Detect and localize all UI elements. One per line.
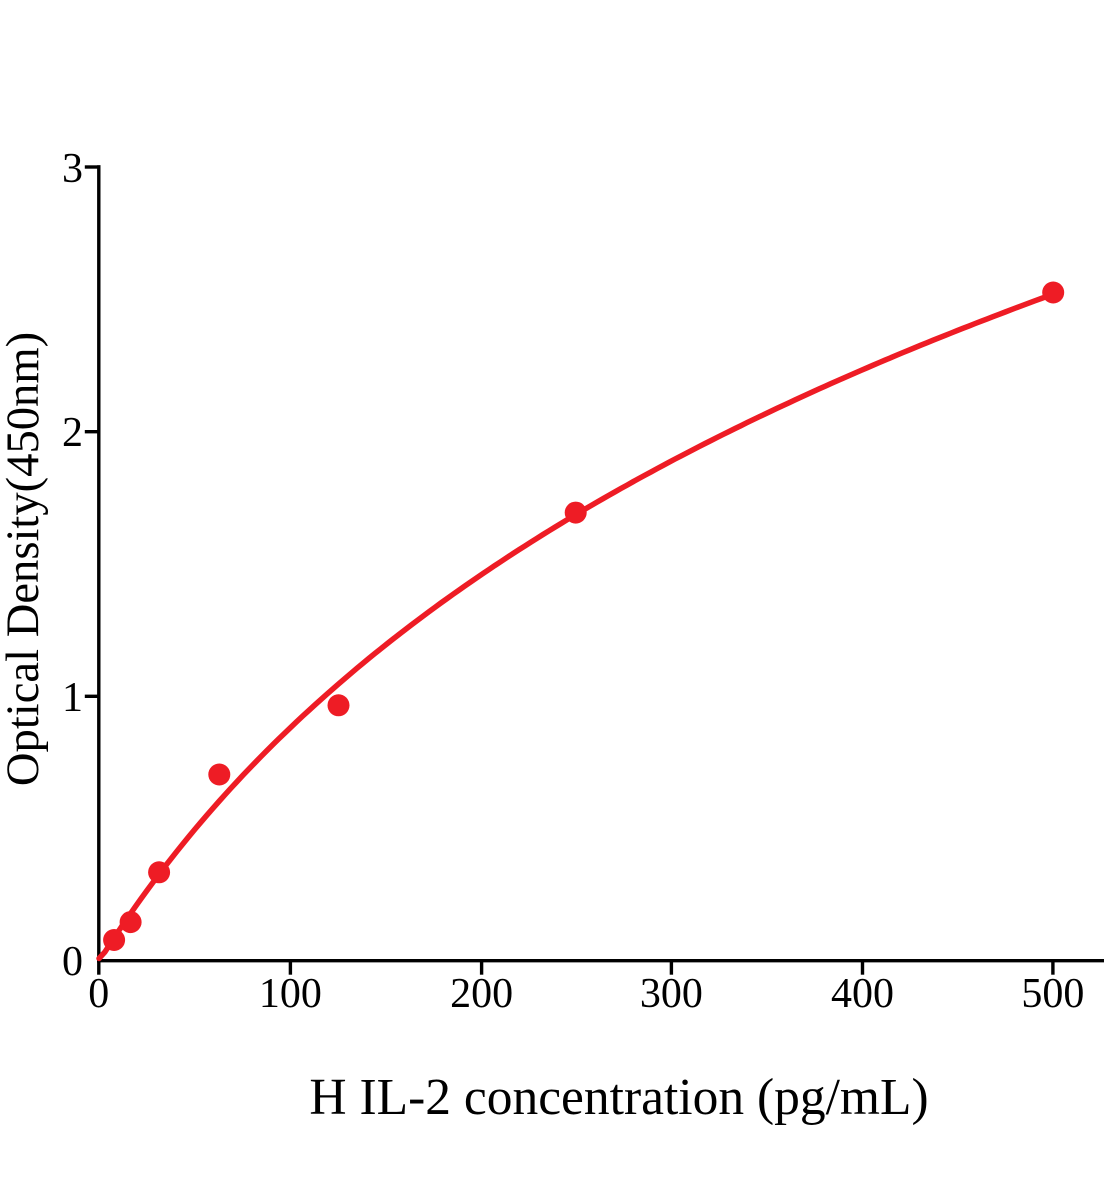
svg-text:500: 500 <box>1021 971 1084 1017</box>
svg-text:1: 1 <box>62 675 83 721</box>
svg-text:400: 400 <box>831 971 894 1017</box>
svg-text:H IL-2 concentration (pg/mL): H IL-2 concentration (pg/mL) <box>309 1069 928 1126</box>
svg-text:2: 2 <box>62 410 83 456</box>
svg-text:0: 0 <box>88 971 109 1017</box>
svg-text:3: 3 <box>62 146 83 192</box>
svg-text:300: 300 <box>640 971 703 1017</box>
svg-text:100: 100 <box>259 971 322 1017</box>
svg-text:Optical Density(450nm): Optical Density(450nm) <box>0 332 49 786</box>
svg-text:0: 0 <box>62 939 83 985</box>
svg-text:200: 200 <box>450 971 513 1017</box>
